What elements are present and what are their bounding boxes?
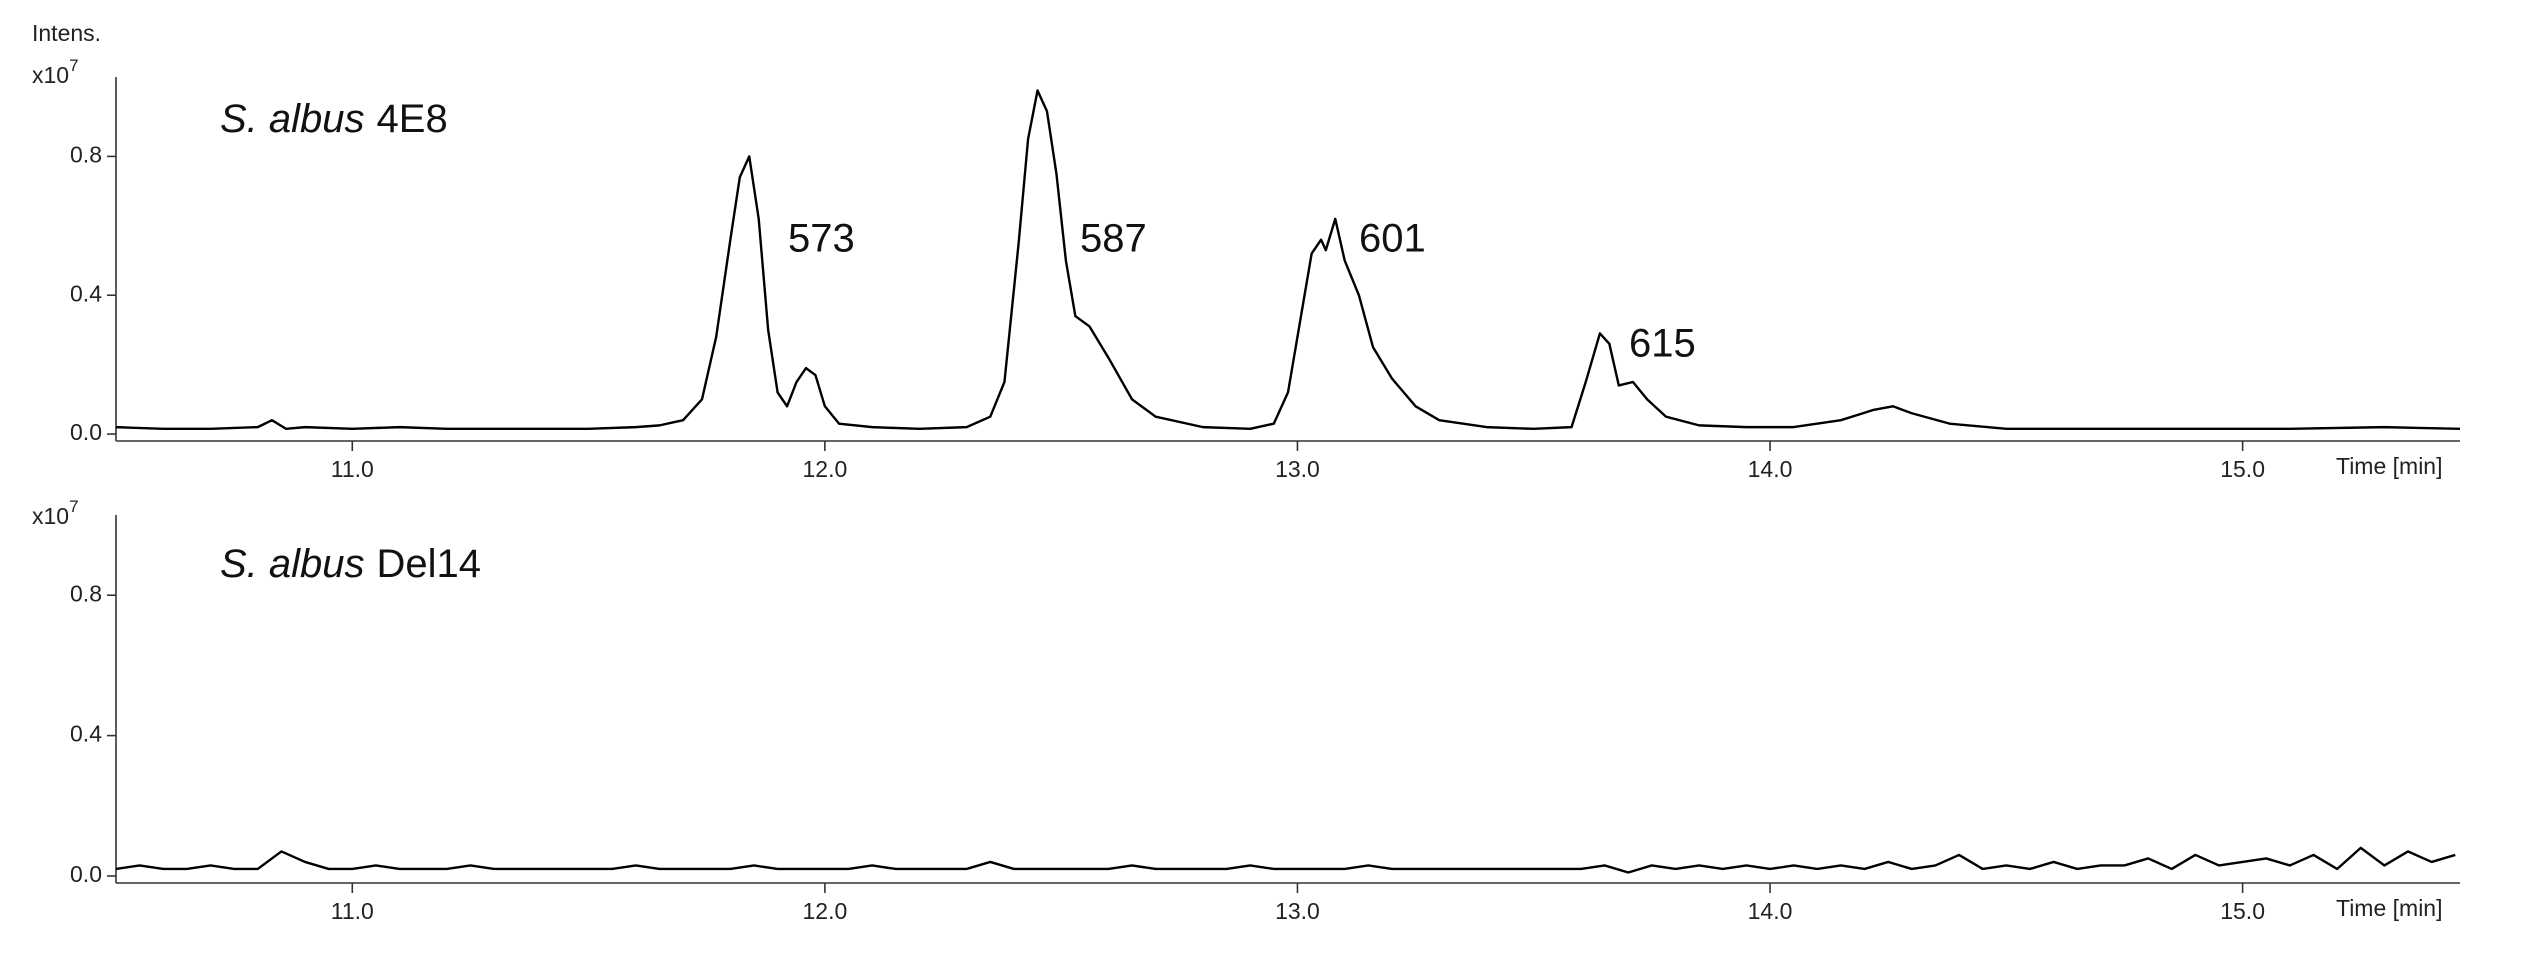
strain: Del14 xyxy=(377,542,482,586)
x-tick-label: 13.0 xyxy=(1275,456,1320,482)
sample-label: S. albus 4E8 xyxy=(220,97,448,141)
x-tick-label: 12.0 xyxy=(802,898,847,924)
sample-label: S. albus Del14 xyxy=(220,542,481,586)
multiplier-base: x10 xyxy=(32,62,69,88)
x-tick-label: 13.0 xyxy=(1275,898,1320,924)
strain: 4E8 xyxy=(377,97,448,141)
multiplier-base: x10 xyxy=(32,503,69,529)
y-tick-label: 0.8 xyxy=(70,141,102,167)
peak-annotation: 573 xyxy=(788,217,855,261)
x-axis-label: Time [min] xyxy=(2336,453,2443,479)
y-tick-label: 0.0 xyxy=(70,861,102,887)
x-tick-label: 15.0 xyxy=(2220,898,2265,924)
y-tick-label: 0.4 xyxy=(70,280,102,306)
y-tick-label: 0.0 xyxy=(70,419,102,445)
organism: S. albus xyxy=(220,542,365,586)
peak-annotation: 601 xyxy=(1359,217,1426,261)
y-tick-label: 0.8 xyxy=(70,580,102,606)
y-multiplier: x107 xyxy=(32,497,79,529)
trace xyxy=(115,846,2456,874)
organism: S. albus xyxy=(220,97,365,141)
y-multiplier: x107 xyxy=(32,56,79,88)
trace xyxy=(115,89,2461,431)
x-tick-label: 14.0 xyxy=(1748,456,1793,482)
x-axis-label: Time [min] xyxy=(2336,895,2443,921)
x-tick-label: 12.0 xyxy=(802,456,847,482)
multiplier-exponent: 7 xyxy=(69,497,78,516)
y-tick-label: 0.4 xyxy=(70,721,102,747)
multiplier-exponent: 7 xyxy=(69,56,78,75)
peak-annotation: 615 xyxy=(1629,322,1696,366)
y-axis-label: Intens. xyxy=(32,20,101,46)
x-tick-label: 15.0 xyxy=(2220,456,2265,482)
x-tick-label: 14.0 xyxy=(1748,898,1793,924)
peak-annotation: 587 xyxy=(1080,217,1147,261)
x-tick-label: 11.0 xyxy=(331,898,374,924)
x-tick-label: 11.0 xyxy=(331,456,374,482)
